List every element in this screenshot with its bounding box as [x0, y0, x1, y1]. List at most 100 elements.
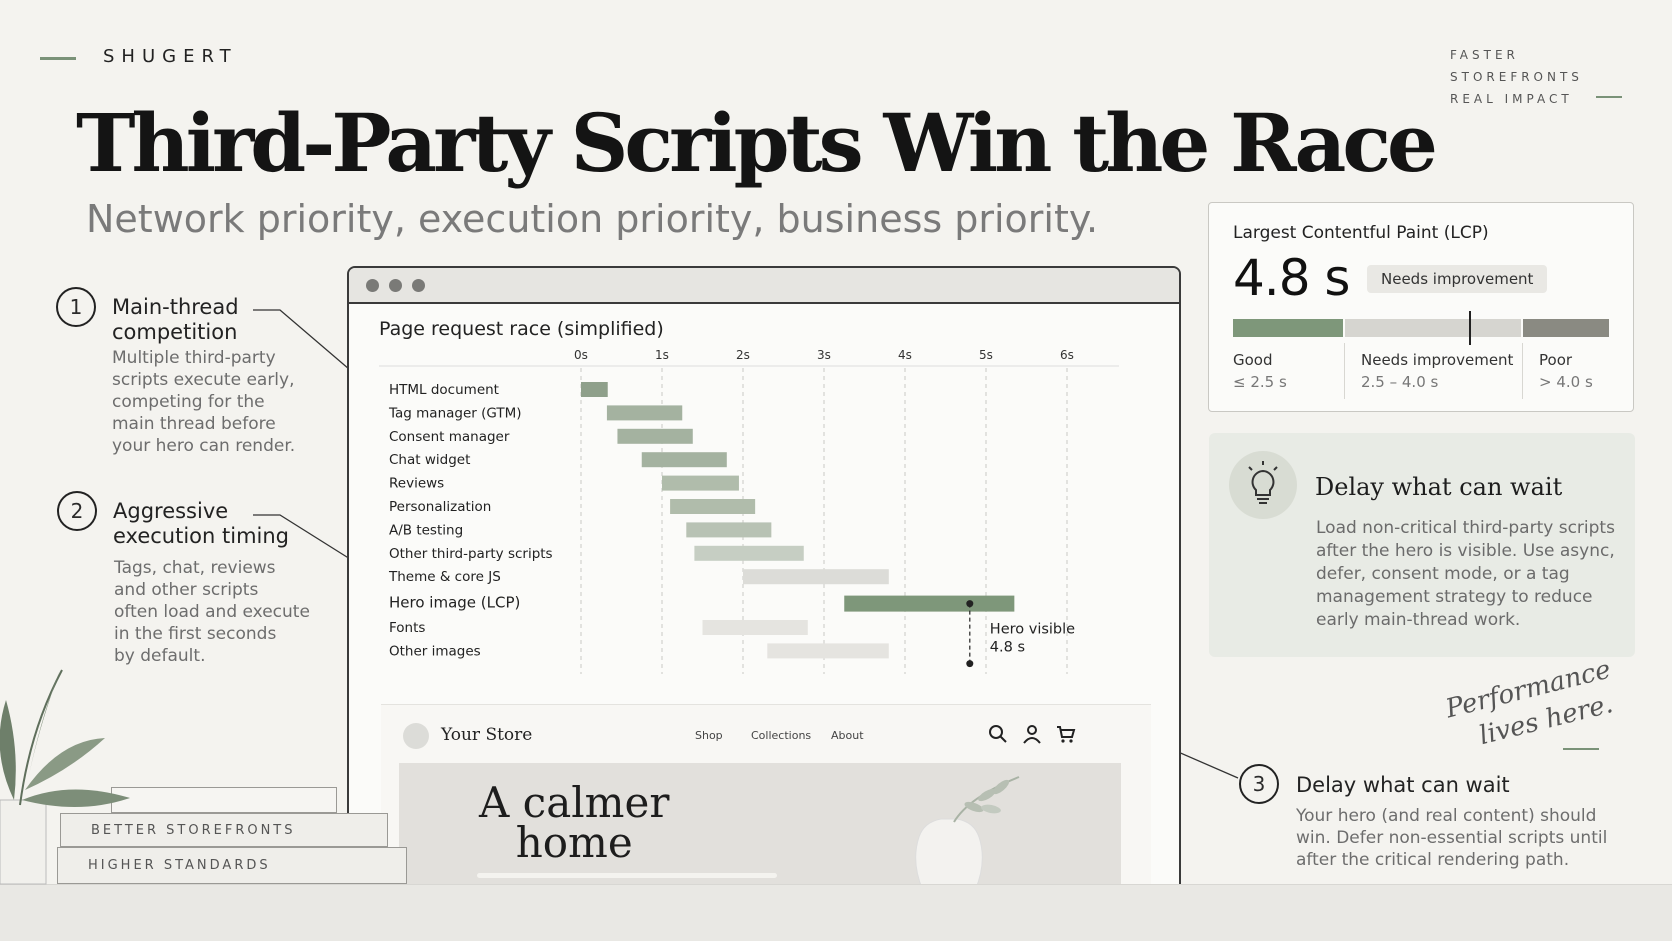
callout-1-body-line: scripts execute early,	[112, 370, 295, 390]
gantt-bar	[694, 545, 804, 561]
callout-3-title: Delay what can wait	[1296, 773, 1510, 798]
annotation-dot	[966, 660, 974, 668]
book-top	[111, 787, 337, 813]
gantt-bar	[767, 643, 889, 659]
store-nav-shop[interactable]: Shop	[695, 729, 723, 742]
browser-window: Page request race (simplified) 0s 1s 2s 3s 4…	[347, 266, 1181, 900]
page-title: Third-Party Scripts Win the Race	[76, 96, 1438, 190]
row-label: Hero image (LCP)	[389, 594, 520, 612]
callout-1-title-line: Main-thread	[112, 295, 239, 319]
x-tick-label: 2s	[736, 348, 750, 362]
tip-title: Delay what can wait	[1315, 473, 1563, 501]
hero-headline-line: home	[515, 818, 633, 867]
callout-1-body-line: main thread before	[112, 414, 276, 434]
gantt-bar	[606, 405, 683, 421]
row-label: Tag manager (GTM)	[388, 405, 522, 421]
lcp-segment-good	[1233, 319, 1343, 337]
callout-1-number: 1	[56, 287, 96, 327]
lightbulb-icon	[1248, 461, 1278, 504]
callout-1-body-line: Multiple third-party	[112, 348, 276, 368]
gantt-bar	[670, 499, 756, 514]
store-nav-about[interactable]: About	[831, 729, 864, 742]
lcp-label: Largest Contentful Paint (LCP)	[1233, 223, 1489, 243]
row-label: Reviews	[389, 476, 444, 492]
callout-2-title-line: Aggressive	[113, 499, 229, 523]
gantt-bar	[662, 475, 739, 491]
x-tick-label: 3s	[817, 348, 831, 362]
cart-icon[interactable]	[1055, 723, 1077, 745]
x-tick-label: 0s	[574, 348, 588, 362]
lcp-poor-label: Poor	[1539, 351, 1573, 369]
user-icon[interactable]	[1021, 723, 1043, 745]
row-label: Personalization	[389, 499, 491, 515]
tip-icon-circle	[1229, 451, 1297, 519]
tip-body: Load non-critical third-party scripts af…	[1316, 518, 1615, 630]
lcp-divider	[1344, 343, 1345, 399]
tagline-line-2: STOREFRONTS	[1450, 70, 1583, 84]
callout-2-number: 2	[57, 491, 97, 531]
page-subtitle: Network priority, execution priority, bu…	[86, 197, 1099, 241]
callout-2-body-line: by default.	[114, 646, 206, 666]
lcp-segment-needs-improvement	[1345, 319, 1521, 337]
store-logo	[403, 723, 429, 749]
callout-2-body: Tags, chat, reviews and other scripts of…	[114, 557, 310, 667]
chart-title: Page request race (simplified)	[379, 318, 664, 340]
search-icon[interactable]	[987, 723, 1009, 745]
callout-2-body-line: and other scripts	[114, 580, 259, 600]
row-label: Fonts	[389, 620, 425, 636]
row-label: HTML document	[389, 382, 499, 398]
annotation-dot	[966, 600, 974, 608]
x-tick-label: 5s	[979, 348, 993, 362]
store-name[interactable]: Your Store	[441, 725, 533, 745]
window-maximize-dot[interactable]	[412, 279, 425, 292]
request-race-chart: 0s 1s 2s 3s 4s 5s 6s HTML document Tag manager (…	[379, 348, 1119, 674]
lcp-card: Largest Contentful Paint (LCP) 4.8 s Nee…	[1208, 202, 1634, 412]
lcp-segment-poor	[1523, 319, 1609, 337]
callout-3-body-line: after the critical rendering path.	[1296, 850, 1570, 870]
callout-2-body-line: Tags, chat, reviews	[114, 558, 276, 578]
gantt-bar	[641, 452, 727, 468]
row-label: Theme & core JS	[388, 569, 501, 585]
callout-2-title-line: execution timing	[113, 524, 290, 548]
tagline-line-3: REAL IMPACT	[1450, 92, 1573, 106]
row-label: A/B testing	[389, 522, 463, 538]
gantt-bar	[686, 522, 772, 538]
lcp-divider	[1522, 343, 1523, 399]
row-label: Consent manager	[389, 429, 510, 445]
gantt-bar	[581, 382, 608, 397]
row-label: Chat widget	[389, 452, 470, 468]
callout-3-body-line: Your hero (and real content) should	[1296, 806, 1597, 826]
lcp-value: 4.8 s	[1233, 249, 1350, 307]
store-hero: A calmer home	[399, 763, 1121, 898]
lcp-good-range: ≤ 2.5 s	[1233, 373, 1287, 391]
row-label: Other third-party scripts	[389, 546, 553, 562]
callout-2-body-line: often load and execute	[114, 602, 310, 622]
lcp-needs-label: Needs improvement	[1361, 351, 1514, 369]
window-close-dot[interactable]	[366, 279, 379, 292]
callout-3-body: Your hero (and real content) should win.…	[1296, 805, 1607, 871]
x-tick-label: 4s	[898, 348, 912, 362]
brand-name: SHUGERT	[103, 46, 238, 67]
window-titlebar	[349, 268, 1179, 304]
annotation-label: 4.8 s	[990, 640, 1025, 656]
callout-1-body: Multiple third-party scripts execute ear…	[112, 347, 295, 457]
tip-card: Delay what can wait Load non-critical th…	[1209, 433, 1635, 657]
callout-1-body-line: your hero can render.	[112, 436, 296, 456]
vase-illustration	[915, 776, 1020, 898]
x-tick-label: 6s	[1060, 348, 1074, 362]
hero-headline-line: A calmer	[479, 778, 670, 827]
annotation-label: Hero visible	[990, 622, 1075, 638]
store-nav-collections[interactable]: Collections	[751, 729, 812, 742]
callout-3-number: 3	[1239, 764, 1279, 804]
hero-underline	[477, 873, 777, 878]
hero-headline: A calmer home	[479, 778, 670, 867]
book-higher-standards: HIGHER STANDARDS	[57, 847, 407, 884]
callout-2-body-line: in the first seconds	[114, 624, 277, 644]
callout-3-title-line: Delay what can wait	[1296, 773, 1510, 797]
window-minimize-dot[interactable]	[389, 279, 402, 292]
gantt-bar	[743, 569, 889, 585]
tagline: FASTER STOREFRONTS REAL IMPACT	[1450, 44, 1583, 110]
callout-2-title: Aggressive execution timing	[113, 499, 289, 549]
gantt-bar	[844, 595, 1015, 612]
row-label: Other images	[389, 643, 481, 659]
